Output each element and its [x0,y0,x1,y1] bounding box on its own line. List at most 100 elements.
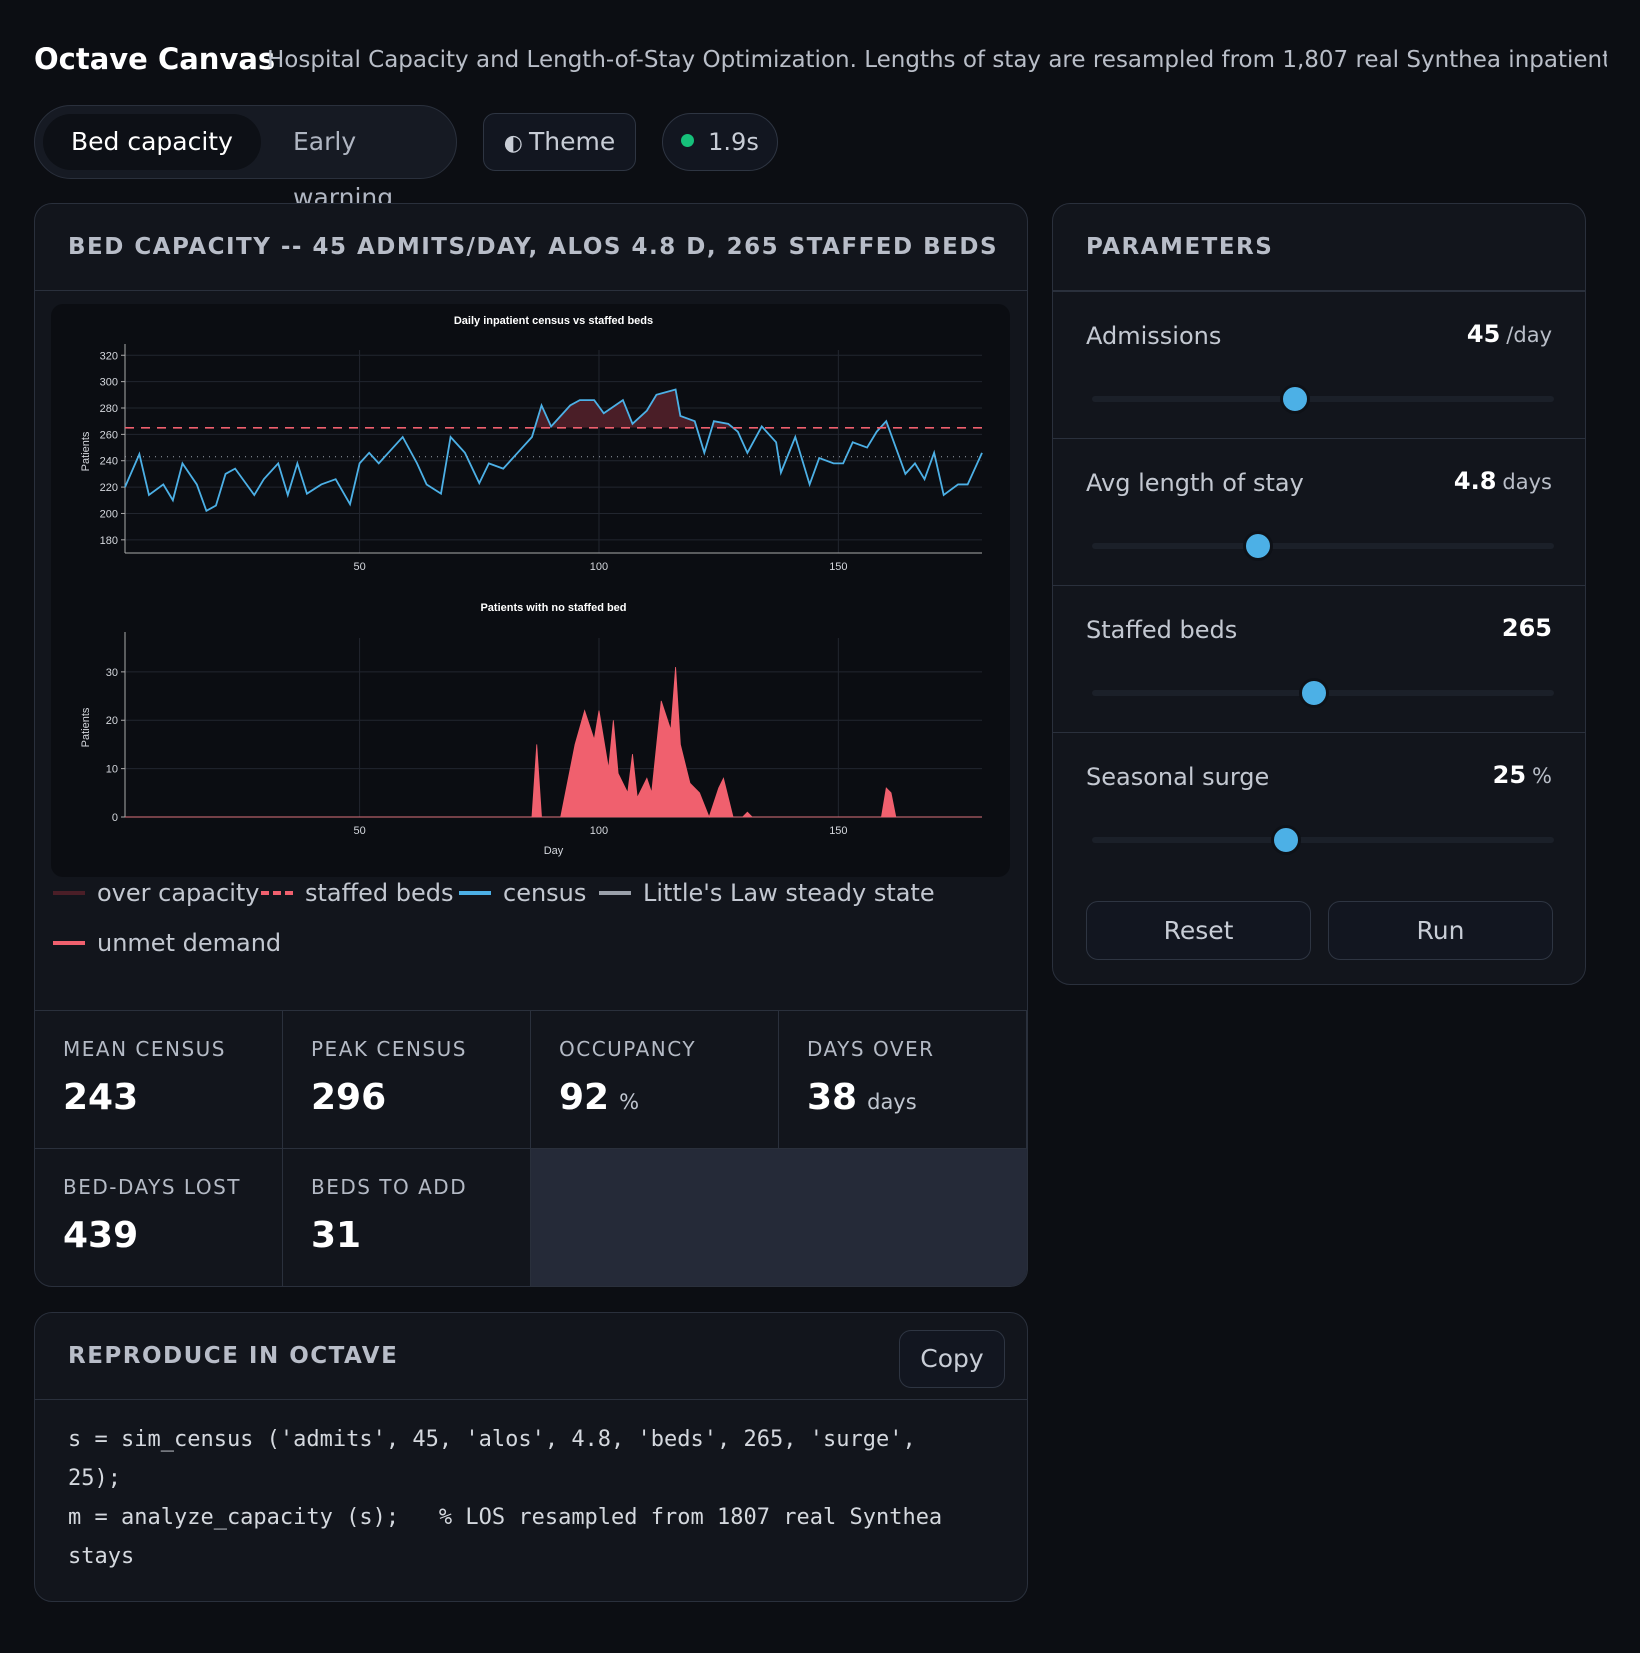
x-tick-label: 150 [829,825,847,837]
parameter-value-group: 45/day [1467,320,1552,348]
legend-label: unmet demand [97,929,282,957]
legend-label: staffed beds [305,879,454,907]
parameter-value-group: 265 [1502,614,1552,642]
y-tick-label: 240 [100,456,118,468]
panel-title: PARAMETERS [1086,234,1274,260]
stat-card: BED-DAYS LOST 439 [35,1148,283,1286]
stat-label: MEAN CENSUS [63,1037,226,1061]
app-subtitle: Hospital Capacity and Length-of-Stay Opt… [267,47,1607,73]
copy-button[interactable]: Copy [899,1330,1005,1388]
theme-button[interactable]: ◐ Theme [483,113,636,171]
legend-item: unmet demand [53,929,281,957]
parameter-value: 45 [1466,320,1501,348]
stat-label: BED-DAYS LOST [63,1175,242,1199]
chart-title: Daily inpatient census vs staffed beds [454,315,653,327]
tab[interactable]: Bed capacity [43,114,261,170]
legend-swatch [599,891,631,895]
y-tick-label: 220 [100,482,118,494]
stat-value: 243 [63,1077,139,1118]
code-panel: REPRODUCE IN OCTAVE Copy s = sim_census … [34,1312,1028,1602]
y-tick-label: 320 [100,350,118,362]
legend-label: over capacity [97,879,260,907]
parameter-label: Admissions [1086,322,1222,350]
parameter-row: Admissions 45/day [1053,291,1585,438]
y-tick-label: 280 [100,403,118,415]
status-text: 1.9s [708,128,759,156]
y-tick-label: 260 [100,429,118,441]
slider-thumb[interactable] [1298,678,1329,708]
parameter-row: Seasonal surge 25% [1053,732,1585,879]
parameters-panel: PARAMETERS Admissions 45/day Avg length of… [1052,203,1586,985]
stat-card: OCCUPANCY 92% [531,1010,779,1148]
parameter-value: 265 [1501,614,1552,642]
over-capacity-fill [534,389,889,428]
stat-label: PEAK CENSUS [311,1037,467,1061]
y-tick-label: 180 [100,535,118,547]
empty-cell [531,1148,1027,1286]
x-tick-label: 150 [829,561,847,573]
parameter-row: Avg length of stay 4.8 days [1053,438,1585,585]
legend-item: Little's Law steady state [599,879,935,907]
tab[interactable]: Early warning [293,127,394,212]
slider-track [1092,384,1554,414]
stat-label: DAYS OVER [807,1037,935,1061]
x-tick-label: 100 [590,825,608,837]
stat-card: PEAK CENSUS 296 [283,1010,531,1148]
y-tick-label: 30 [106,667,118,679]
y-tick-label: 20 [106,715,118,727]
stat-value: 439 [63,1215,139,1256]
parameter-value: 25 [1492,761,1527,789]
parameter-unit: days [1502,470,1552,494]
y-tick-label: 0 [112,812,118,824]
y-tick-label: 10 [106,764,118,776]
stat-value-group: 243 [63,1077,138,1118]
tab-bar: Bed capacity Early warning [34,105,457,212]
stat-unit: days [867,1090,917,1114]
code-line: m = analyze_capacity (s); % LOS resample… [68,1505,956,1569]
run-button[interactable]: Run [1328,901,1553,960]
x-tick-label: 50 [353,561,365,573]
app-title: Octave Canvas [34,42,276,76]
unmet-demand-area [125,666,982,819]
parameter-value-group: 25% [1493,761,1552,789]
y-axis-label: Patients [80,431,92,471]
legend-swatch [459,891,491,895]
stat-value-group: 31 [311,1215,361,1256]
stat-value-group: 92% [559,1077,639,1118]
results-panel: BED CAPACITY -- 45 ADMITS/DAY, ALOS 4.8 … [34,203,1028,1287]
y-tick-label: 200 [100,508,118,520]
panel-title: BED CAPACITY -- 45 ADMITS/DAY, ALOS 4.8 … [68,234,999,260]
stat-card: BEDS TO ADD 31 [283,1148,531,1286]
stat-value: 92 [559,1077,610,1118]
x-tick-label: 100 [590,561,608,573]
y-tick-label: 300 [100,377,118,389]
legend-label: Little's Law steady state [643,879,935,907]
slider-thumb[interactable] [1243,531,1274,561]
slider-track [1092,678,1554,708]
parameter-unit: /day [1506,323,1552,347]
stat-value-group: 439 [63,1215,138,1256]
reset-button[interactable]: Reset [1086,901,1311,960]
census-line [124,388,983,513]
stat-value: 38 [807,1077,858,1118]
slider-thumb[interactable] [1280,384,1311,414]
x-tick-label: 50 [353,825,365,837]
code-block: s = sim_census ('admits', 45, 'alos', 4.… [68,1420,968,1576]
slider-track [1092,825,1554,855]
legend-swatch [53,891,85,895]
stat-value-group: 296 [311,1077,386,1118]
parameter-value-group: 4.8 days [1454,467,1552,495]
legend-swatch [53,941,85,945]
stat-card: DAYS OVER 38 days [779,1010,1027,1148]
legend-swatch [261,891,293,895]
legend-item: over capacity [53,879,259,907]
slider-thumb[interactable] [1271,825,1302,855]
chart-title: Patients with no staffed bed [480,602,626,614]
y-axis-label: Patients [80,707,92,747]
stat-label: BEDS TO ADD [311,1175,468,1199]
legend-item: staffed beds [261,879,454,907]
stat-label: OCCUPANCY [559,1037,697,1061]
status-badge: 1.9s [662,113,778,171]
parameter-unit: % [1532,764,1552,788]
